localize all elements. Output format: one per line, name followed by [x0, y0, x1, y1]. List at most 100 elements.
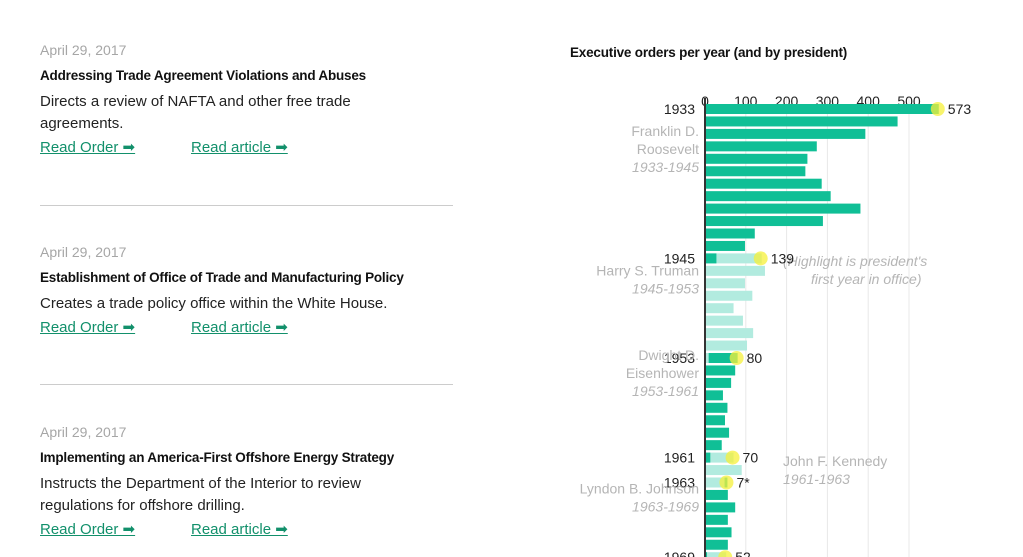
bar: [705, 240, 745, 251]
divider: [40, 205, 453, 206]
bar: [705, 552, 727, 557]
bar: [705, 502, 736, 513]
bar: [705, 228, 755, 239]
president-name: Lyndon B. Johnson: [580, 480, 699, 496]
bar: [705, 303, 734, 314]
divider: [40, 384, 453, 385]
bar-prev-president-portion: [705, 353, 709, 363]
bar: [705, 153, 808, 164]
first-year-highlight: [725, 450, 740, 465]
bar: [705, 402, 728, 413]
bar: [705, 141, 817, 152]
order-title: Addressing Trade Agreement Violations an…: [40, 68, 366, 83]
first-year-highlight: [718, 550, 733, 557]
bar-value-label: 139: [771, 250, 795, 266]
bar: [705, 390, 723, 401]
president-years: 1945-1953: [632, 281, 699, 297]
president-years: 1933-1945: [632, 159, 699, 175]
president-name: Roosevelt: [637, 141, 699, 157]
order-title: Implementing an America-First Offshore E…: [40, 450, 395, 465]
bar-prev-president-portion: [705, 253, 717, 264]
bar: [705, 315, 743, 326]
desc-line: Directs a review of NAFTA and other free…: [40, 93, 351, 110]
president-years: 1961-1963: [783, 471, 850, 487]
order-description: Instructs the Department of the Interior…: [40, 473, 453, 517]
president-years: 1963-1969: [632, 498, 699, 514]
read-order-link[interactable]: Read Order ➡: [40, 139, 136, 156]
bar-value-label: 7*: [736, 475, 750, 491]
year-label: 1961: [664, 450, 695, 466]
bar: [705, 203, 861, 214]
year-label: 1953: [664, 350, 695, 366]
bar: [705, 265, 765, 276]
bar: [705, 365, 736, 376]
read-article-link[interactable]: Read article ➡: [191, 521, 288, 538]
note-line: (Highlight is president's: [783, 253, 927, 269]
desc-line: agreements.: [40, 115, 124, 132]
bar: [705, 128, 866, 139]
bar-value-label: 70: [743, 450, 759, 466]
first-year-highlight: [753, 251, 768, 266]
bar: [705, 452, 734, 463]
read-article-link[interactable]: Read article ➡: [191, 139, 288, 156]
bar: [705, 427, 730, 438]
bar: [705, 353, 738, 363]
bar: [705, 539, 728, 550]
order-title: Establishment of Office of Trade and Man…: [40, 270, 404, 285]
read-order-link[interactable]: Read Order ➡: [40, 319, 136, 336]
order-date: April 29, 2017: [40, 244, 127, 260]
order-description: Creates a trade policy office within the…: [40, 293, 453, 315]
bar: [705, 278, 745, 289]
bar-value-label: 573: [948, 101, 972, 117]
note-line: first year in office): [811, 271, 921, 287]
year-label: 1969: [664, 549, 695, 557]
president-name: Dwight D.: [638, 347, 699, 363]
bar: [705, 166, 806, 177]
bar-value-label: 80: [747, 350, 763, 366]
president-years: 1953-1961: [632, 383, 699, 399]
bar: [705, 116, 898, 127]
year-label: 1945: [664, 250, 695, 266]
desc-line: regulations for offshore drilling.: [40, 497, 245, 514]
bar: [705, 253, 762, 264]
president-name: Harry S. Truman: [596, 263, 699, 279]
year-label: 1963: [664, 475, 695, 491]
bar-value-label: 52: [735, 549, 751, 557]
bar: [705, 415, 725, 426]
bar-prev-president-portion: [705, 452, 711, 463]
bar: [705, 465, 742, 476]
read-article-link[interactable]: Read article ➡: [191, 319, 288, 336]
order-item: April 29, 2017 Establishment of Office o…: [40, 244, 453, 336]
first-year-highlight: [930, 102, 945, 116]
order-item: April 29, 2017 Implementing an America-F…: [40, 424, 453, 538]
bar: [705, 328, 754, 339]
order-description: Directs a review of NAFTA and other free…: [40, 91, 453, 135]
read-order-link[interactable]: Read Order ➡: [40, 521, 136, 538]
order-date: April 29, 2017: [40, 42, 127, 58]
year-label: 1933: [664, 101, 695, 117]
president-name: John F. Kennedy: [783, 453, 887, 469]
bar: [705, 191, 831, 202]
first-year-highlight: [729, 351, 744, 365]
bar: [705, 104, 939, 114]
president-name: Eisenhower: [626, 365, 699, 381]
desc-line: Creates a trade policy office within the…: [40, 295, 388, 312]
bar: [705, 290, 753, 301]
chart-title: Executive orders per year (and by presid…: [570, 45, 848, 60]
bar: [705, 216, 823, 227]
bar: [705, 514, 728, 525]
bar: [705, 440, 722, 451]
order-date: April 29, 2017: [40, 424, 127, 440]
bar: [705, 527, 732, 538]
desc-line: Instructs the Department of the Interior…: [40, 475, 361, 492]
bar: [705, 340, 748, 351]
president-name: Franklin D.: [631, 123, 699, 139]
bar-prev-president-portion: [705, 477, 725, 488]
bar: [705, 178, 822, 189]
first-year-highlight: [719, 475, 734, 490]
order-item: April 29, 2017 Addressing Trade Agreemen…: [40, 42, 453, 156]
bar: [705, 377, 732, 388]
bar-prev-president-portion: [705, 552, 708, 557]
bar: [705, 489, 728, 500]
